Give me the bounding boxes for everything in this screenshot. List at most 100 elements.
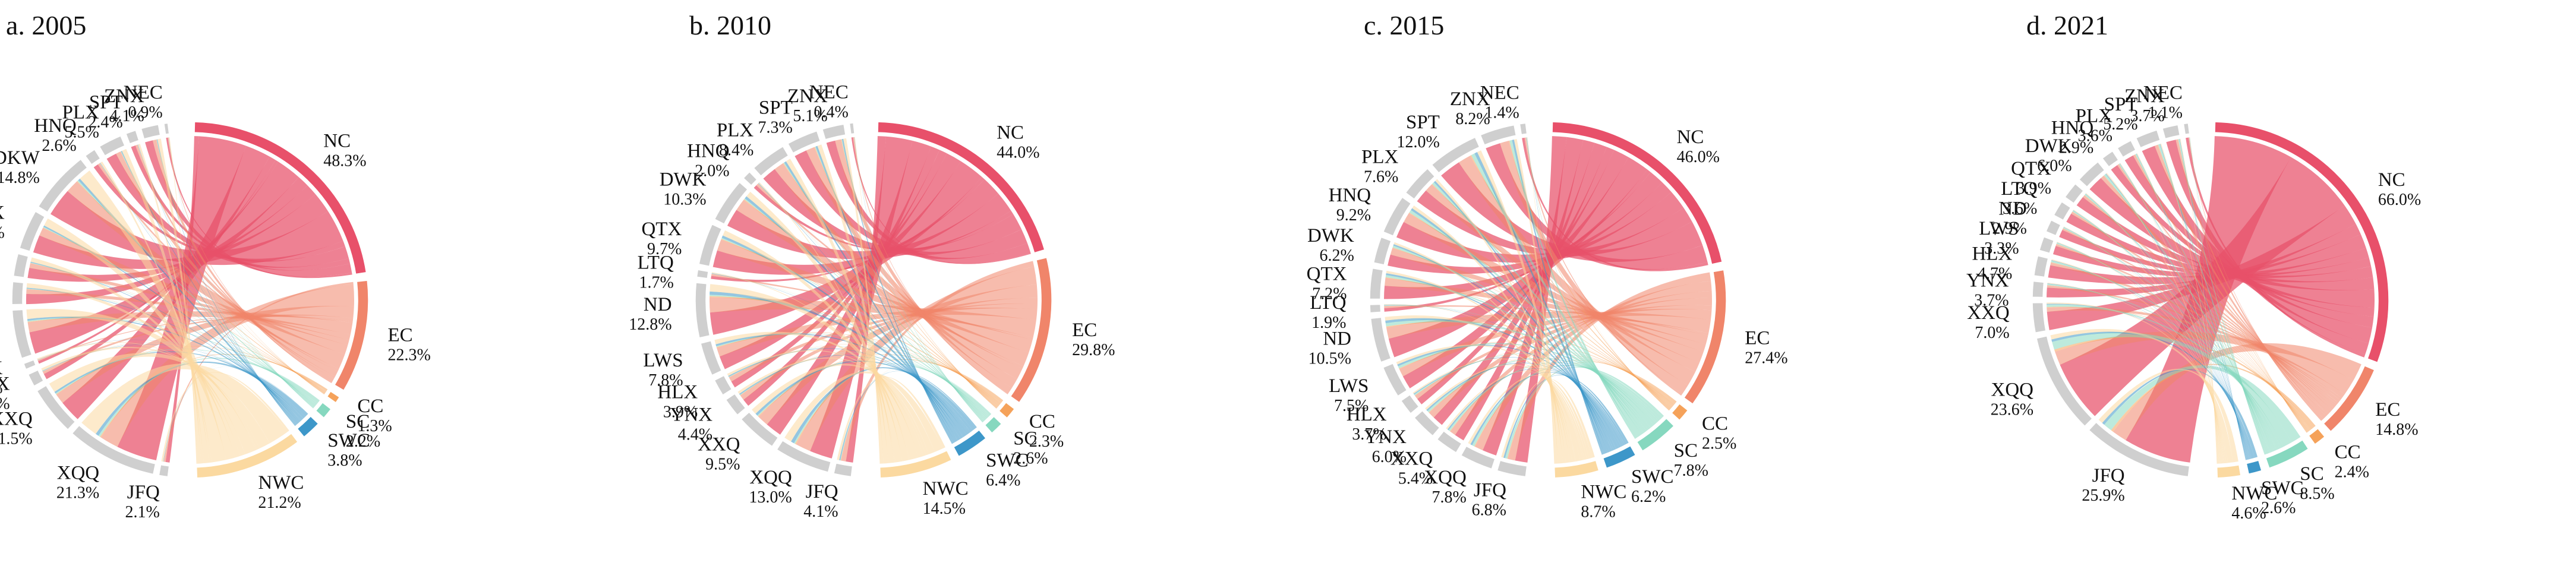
value-nd: 12.8% <box>629 315 671 334</box>
value-xxq: 9.5% <box>705 455 740 473</box>
chord-arc-hnq <box>1382 197 1412 237</box>
chord-arc-lws <box>1382 363 1408 397</box>
label-qtx: QTX <box>2011 158 2051 179</box>
value-lws: 3.3% <box>1984 239 2019 258</box>
chord-arc-nc <box>877 121 1045 254</box>
label-lws: LWS <box>643 350 683 371</box>
chord-arc-xqq <box>776 439 832 473</box>
label-nwc: NWC <box>1581 481 1626 502</box>
chord-arc-ltq <box>1369 303 1382 314</box>
chord-ribbon-xxq-nc <box>2047 205 2356 330</box>
value-nd: 10.5% <box>1309 350 1351 368</box>
value-lws: 7.8% <box>648 371 683 390</box>
chord-arc-plx <box>99 135 125 157</box>
chord-ribbon-lws-nc <box>29 162 299 354</box>
chord-ribbon-ynx-nc <box>1433 143 1607 425</box>
chord-arc-znx <box>140 124 161 140</box>
value-znx: 3.7% <box>2130 107 2165 125</box>
chord-arc-qtx <box>1369 267 1384 300</box>
chord-arc-znx <box>1480 124 1517 146</box>
chord-ribbon-hlx-nc <box>2048 234 2366 284</box>
value-plx: 5.5% <box>64 123 99 141</box>
label-nec: NEC <box>124 82 163 103</box>
chord-arc-sc <box>315 401 332 419</box>
chord-ribbon-hnq-nc <box>93 164 345 262</box>
label-xxq: XXQ <box>1391 448 1433 469</box>
chord-arc-lws <box>2038 236 2055 254</box>
chord-arc-xxq <box>740 411 779 447</box>
chord-ribbon-xxq-ec <box>56 306 354 403</box>
chord-arc-lws <box>11 309 33 359</box>
label-hnq: HNQ <box>1329 185 1371 206</box>
value-xxq: 7.0% <box>1975 324 2009 342</box>
chord-arc-plx <box>2117 140 2136 158</box>
value-nwc: 8.7% <box>1581 502 1615 521</box>
label-nec: NEC <box>2143 82 2183 103</box>
label-swc: SWC <box>986 450 1029 472</box>
chord-arc-dwk <box>714 181 749 225</box>
value-jfq: 6.8% <box>1472 501 1506 520</box>
chord-arc-ec <box>333 280 369 391</box>
chord-ribbon-znx-nwc <box>843 138 884 464</box>
label-ynx: YNX <box>0 373 10 394</box>
panel-title: c. 2015 <box>1364 10 1444 40</box>
value-nwc: 14.5% <box>923 499 966 518</box>
chord-arc-nec <box>163 122 170 135</box>
value-cc: 2.4% <box>2335 463 2369 481</box>
chord-ribbons <box>2047 136 2375 464</box>
chord-ribbon-lws-nwc <box>26 309 256 455</box>
chord-arc-nec <box>849 122 855 135</box>
chord-arc-nc <box>1552 121 1723 265</box>
label-znx: ZNX <box>787 86 828 107</box>
value-nc: 44.0% <box>997 143 1039 162</box>
chord-ribbon-jfq-nc <box>846 136 887 463</box>
chord-ribbon-ltq-nwc <box>711 272 910 460</box>
chord-ribbon-nd-nc <box>1388 157 1648 358</box>
value-jfq: 2.1% <box>125 503 160 521</box>
value-qtx: 9.3% <box>0 223 5 242</box>
chord-arc-hlx <box>2033 255 2049 278</box>
value-hlx: 3.9% <box>663 403 698 422</box>
chord-ribbon-spt-nc <box>2142 146 2373 344</box>
value-plx: 8.4% <box>719 141 753 159</box>
chord-arc-nec <box>1519 122 1528 135</box>
chord-arc-spt <box>787 130 821 154</box>
chord-ribbon-xqq-ec <box>100 284 354 447</box>
label-xxq: XXQ <box>1967 302 2010 324</box>
value-hlx: 1.4% <box>0 379 3 397</box>
label-nc: NC <box>2378 169 2405 191</box>
label-hnq: HNQ <box>687 141 730 162</box>
label-dwk: DWK <box>2025 135 2072 157</box>
value-swc: 3.8% <box>327 451 362 470</box>
label-plx: PLX <box>1361 146 1399 167</box>
label-nd: ND <box>1998 198 2027 219</box>
label-plx: PLX <box>62 102 99 123</box>
label-nc: NC <box>323 130 351 151</box>
value-nwc: 4.6% <box>2231 504 2266 523</box>
chord-arc-hnq <box>84 148 101 165</box>
label-sc: SC <box>1674 440 1698 461</box>
chord-arc-hlx <box>23 359 37 370</box>
label-spt: SPT <box>1406 112 1440 133</box>
chord-arc-spt <box>125 129 140 144</box>
value-spt: 12.0% <box>1397 133 1440 151</box>
value-ec: 27.4% <box>1745 349 1787 368</box>
chord-arc-ec <box>1683 269 1727 405</box>
label-hlx: HLX <box>0 358 3 379</box>
label-ec: EC <box>387 324 412 346</box>
value-hnq: 2.9% <box>2059 139 2093 157</box>
label-cc: CC <box>1702 413 1728 434</box>
label-dwk: DWK <box>1307 225 1354 246</box>
chord-arc-jfq <box>2088 422 2190 478</box>
label-plx: PLX <box>2076 106 2113 127</box>
chord-ribbon-spt-sc <box>1471 153 1642 437</box>
label-hnq: HNQ <box>2051 118 2094 139</box>
value-plx: 3.6% <box>2078 127 2112 146</box>
chord-ribbon-plx-swc <box>784 161 958 442</box>
chord-ribbon-lws-nwc <box>1396 344 1584 461</box>
chord-ribbon-plx-ec <box>1426 184 1700 372</box>
value-cc: 2.3% <box>1029 432 1064 451</box>
label-lws: LWS <box>1979 218 2019 239</box>
chord-arc-xxq <box>2032 302 2047 334</box>
label-nwc: NWC <box>2231 483 2277 504</box>
